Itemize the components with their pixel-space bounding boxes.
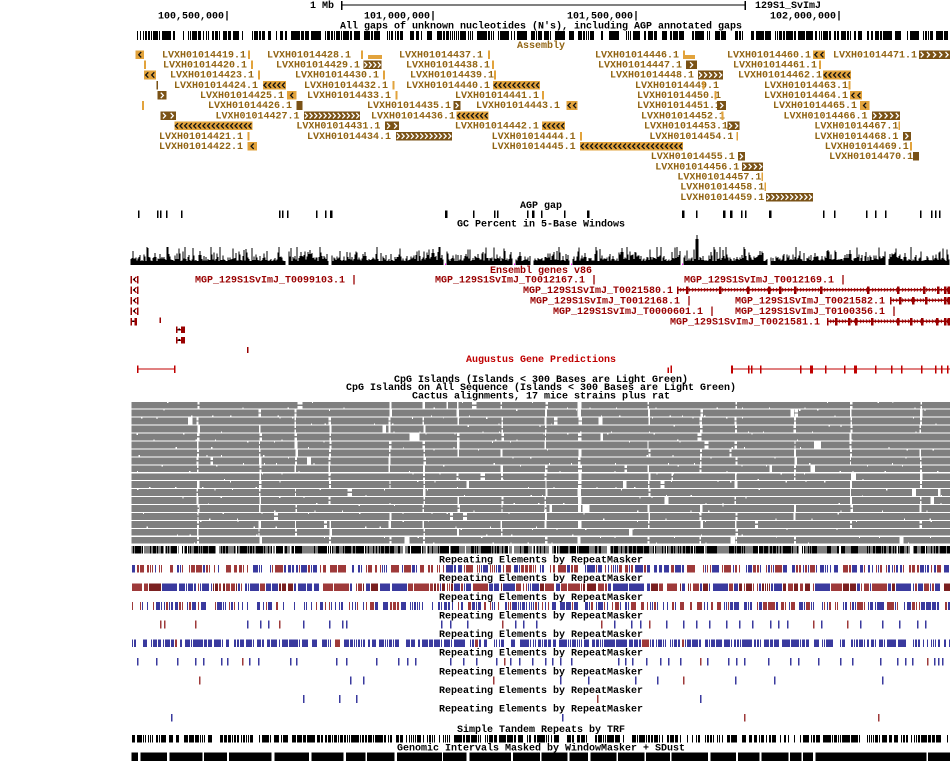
svg-text:LVXH01014433.1: LVXH01014433.1 (307, 91, 391, 102)
svg-text:LVXH01014429.1: LVXH01014429.1 (276, 61, 360, 72)
svg-text:LVXH01014427.1: LVXH01014427.1 (216, 111, 300, 122)
svg-text:LVXH01014467.1: LVXH01014467.1 (814, 122, 898, 133)
svg-text:LVXH01014434.1: LVXH01014434.1 (307, 132, 391, 143)
svg-text:LVXH01014420.1: LVXH01014420.1 (163, 61, 247, 72)
svg-text:All gaps of unknown nucleotide: All gaps of unknown nucleotides (N's), i… (340, 21, 742, 33)
svg-text:LVXH01014430.1: LVXH01014430.1 (295, 71, 379, 82)
svg-text:LVXH01014444.1: LVXH01014444.1 (492, 132, 576, 143)
svg-text:129S1_SvImJ: 129S1_SvImJ (755, 1, 821, 12)
svg-text:MGP_129S1SvImJ_T0021581.1: MGP_129S1SvImJ_T0021581.1 (670, 317, 820, 328)
svg-text:LVXH01014421.1: LVXH01014421.1 (159, 132, 243, 143)
svg-text:Augustus Gene Predictions: Augustus Gene Predictions (466, 354, 616, 366)
svg-text:LVXH01014443.1: LVXH01014443.1 (476, 101, 560, 112)
svg-text:Repeating Elements by RepeatMa: Repeating Elements by RepeatMasker (439, 555, 643, 567)
svg-text:101,500,000|: 101,500,000| (567, 11, 639, 23)
svg-text:LVXH01014454.1: LVXH01014454.1 (649, 132, 733, 143)
svg-text:LVXH01014438.1: LVXH01014438.1 (406, 61, 490, 72)
svg-text:Simple Tandem Repeats by TRF: Simple Tandem Repeats by TRF (457, 724, 625, 736)
svg-text:Repeating Elements by RepeatMa: Repeating Elements by RepeatMasker (439, 704, 643, 716)
svg-text:CpG Islands (Islands < 300 Bas: CpG Islands (Islands < 300 Bases are Lig… (394, 374, 688, 386)
svg-text:LVXH01014462.1: LVXH01014462.1 (738, 71, 822, 82)
svg-text:LVXH01014422.1: LVXH01014422.1 (159, 142, 243, 153)
svg-text:LVXH01014464.1: LVXH01014464.1 (764, 91, 848, 102)
svg-text:LVXH01014448.1: LVXH01014448.1 (610, 71, 694, 82)
svg-text:LVXH01014426.1: LVXH01014426.1 (208, 101, 292, 112)
svg-text:LVXH01014466.1: LVXH01014466.1 (784, 111, 868, 122)
svg-text:LVXH01014425.1: LVXH01014425.1 (200, 91, 284, 102)
svg-text:LVXH01014447.1: LVXH01014447.1 (598, 61, 682, 72)
svg-text:LVXH01014449.1: LVXH01014449.1 (635, 81, 719, 92)
svg-text:LVXH01014446.1: LVXH01014446.1 (595, 50, 679, 61)
svg-text:100,500,000|: 100,500,000| (158, 11, 230, 23)
svg-text:LVXH01014428.1: LVXH01014428.1 (267, 50, 351, 61)
svg-text:LVXH01014432.1: LVXH01014432.1 (304, 81, 388, 92)
svg-text:Repeating Elements by RepeatMa: Repeating Elements by RepeatMasker (439, 573, 643, 585)
svg-text:Assembly: Assembly (517, 40, 565, 52)
svg-text:MGP_129S1SvImJ_T0100356.1 |: MGP_129S1SvImJ_T0100356.1 | (735, 306, 897, 318)
svg-text:LVXH01014469.1: LVXH01014469.1 (825, 142, 909, 153)
svg-text:MGP_129S1SvImJ_T0021582.1: MGP_129S1SvImJ_T0021582.1 (735, 296, 885, 307)
svg-text:GC Percent in 5-Base Windows: GC Percent in 5-Base Windows (457, 219, 625, 231)
svg-text:102,000,000|: 102,000,000| (770, 11, 842, 23)
svg-text:101,000,000|: 101,000,000| (364, 11, 436, 23)
svg-text:MGP_129S1SvImJ_T0099103.1 |: MGP_129S1SvImJ_T0099103.1 | (195, 274, 357, 286)
svg-text:MGP_129S1SvImJ_T0000601.1 |: MGP_129S1SvImJ_T0000601.1 | (553, 306, 715, 318)
svg-text:1 Mb: 1 Mb (310, 0, 334, 12)
svg-text:LVXH01014460.1: LVXH01014460.1 (727, 50, 811, 61)
svg-text:Repeating Elements by RepeatMa: Repeating Elements by RepeatMasker (439, 592, 643, 604)
svg-text:LVXH01014456.1: LVXH01014456.1 (655, 162, 739, 173)
svg-text:LVXH01014468.1: LVXH01014468.1 (814, 132, 898, 143)
svg-text:MGP_129S1SvImJ_T0021580.1: MGP_129S1SvImJ_T0021580.1 (523, 286, 673, 297)
svg-text:LVXH01014445.1: LVXH01014445.1 (492, 142, 576, 153)
svg-text:LVXH01014439.1: LVXH01014439.1 (410, 71, 494, 82)
svg-text:LVXH01014453.1: LVXH01014453.1 (644, 122, 728, 133)
svg-text:LVXH01014457.1: LVXH01014457.1 (677, 172, 761, 183)
svg-text:Ensembl genes v86: Ensembl genes v86 (490, 265, 592, 277)
svg-text:Cactus alignments, 17 mice str: Cactus alignments, 17 mice strains plus … (412, 391, 670, 403)
svg-text:LVXH01014459.1: LVXH01014459.1 (680, 193, 764, 204)
svg-text:LVXH01014471.1: LVXH01014471.1 (833, 50, 917, 61)
svg-text:LVXH01014436.1: LVXH01014436.1 (371, 111, 455, 122)
svg-text:LVXH01014441.1: LVXH01014441.1 (455, 91, 539, 102)
svg-text:LVXH01014470.1: LVXH01014470.1 (829, 152, 913, 163)
svg-text:Repeating Elements by RepeatMa: Repeating Elements by RepeatMasker (439, 648, 643, 660)
svg-text:LVXH01014465.1: LVXH01014465.1 (773, 101, 857, 112)
svg-text:MGP_129S1SvImJ_T0012168.1 |: MGP_129S1SvImJ_T0012168.1 | (530, 295, 692, 307)
svg-text:LVXH01014440.1: LVXH01014440.1 (406, 81, 490, 92)
svg-text:LVXH01014435.1: LVXH01014435.1 (367, 101, 451, 112)
svg-text:Repeating Elements by RepeatMa: Repeating Elements by RepeatMasker (439, 685, 643, 697)
svg-text:LVXH01014461.1: LVXH01014461.1 (733, 61, 817, 72)
svg-text:CpG Islands on All Sequence (I: CpG Islands on All Sequence (Islands < 3… (346, 382, 736, 394)
svg-text:LVXH01014463.1: LVXH01014463.1 (764, 81, 848, 92)
svg-text:LVXH01014450.1: LVXH01014450.1 (637, 91, 721, 102)
svg-text:LVXH01014442.1: LVXH01014442.1 (455, 122, 539, 133)
svg-text:LVXH01014419.1: LVXH01014419.1 (162, 50, 246, 61)
svg-text:Repeating Elements by RepeatMa: Repeating Elements by RepeatMasker (439, 629, 643, 641)
svg-text:MGP_129S1SvImJ_T0012167.1 |: MGP_129S1SvImJ_T0012167.1 | (435, 274, 597, 286)
svg-text:LVXH01014455.1: LVXH01014455.1 (651, 152, 735, 163)
svg-text:LVXH01014451.1: LVXH01014451.1 (637, 101, 721, 112)
svg-text:Repeating Elements by RepeatMa: Repeating Elements by RepeatMasker (439, 610, 643, 622)
svg-text:Genomic Intervals Masked by Wi: Genomic Intervals Masked by WindowMasker… (397, 743, 685, 755)
svg-text:AGP gap: AGP gap (520, 201, 562, 212)
svg-text:MGP_129S1SvImJ_T0012169.1 |: MGP_129S1SvImJ_T0012169.1 | (684, 274, 846, 286)
svg-text:LVXH01014452.1: LVXH01014452.1 (641, 111, 725, 122)
svg-text:LVXH01014423.1: LVXH01014423.1 (170, 71, 254, 82)
svg-text:LVXH01014458.1: LVXH01014458.1 (680, 183, 764, 194)
svg-text:LVXH01014424.1: LVXH01014424.1 (174, 81, 258, 92)
svg-text:Repeating Elements by RepeatMa: Repeating Elements by RepeatMasker (439, 666, 643, 678)
svg-text:LVXH01014437.1: LVXH01014437.1 (399, 50, 483, 61)
svg-text:LVXH01014431.1: LVXH01014431.1 (296, 122, 380, 133)
